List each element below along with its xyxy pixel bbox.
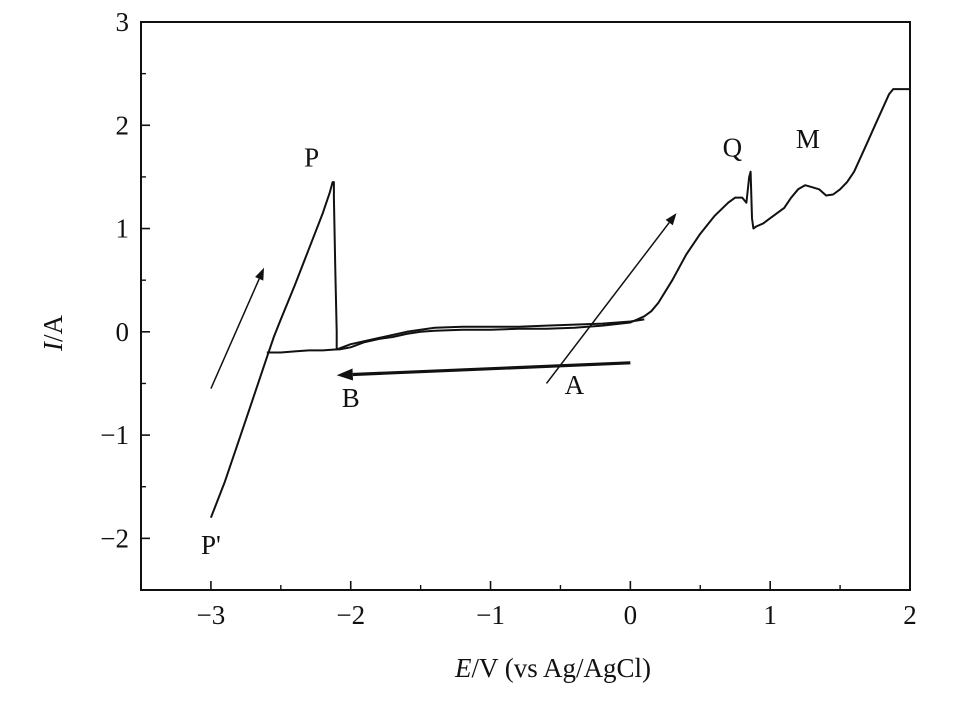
annotation-label: M (796, 124, 820, 154)
y-tick-label: 0 (116, 317, 130, 347)
annotation-label: P' (201, 530, 221, 560)
plot-frame (140, 21, 911, 591)
annotation-label: Q (723, 132, 743, 162)
y-axis-ticks: −2 −1 0 1 2 3 (100, 7, 150, 591)
x-axis-title-italic: E (454, 653, 472, 683)
x-tick-label: −2 (336, 600, 365, 630)
y-tick-label: 3 (116, 7, 130, 37)
y-axis-title-italic: I (38, 340, 68, 352)
x-tick-label: 1 (763, 600, 777, 630)
x-axis-title: E/V (vs Ag/AgCl) (454, 653, 651, 683)
series-line-2 (266, 318, 645, 354)
arrow-shaft-2 (545, 222, 670, 384)
x-tick-label: −1 (476, 600, 505, 630)
y-tick-label: 2 (116, 110, 130, 140)
arrow-head-1 (255, 267, 264, 281)
x-tick-label: 0 (624, 600, 638, 630)
annotation-label: P (304, 143, 319, 173)
y-tick-label: −2 (100, 523, 129, 553)
data-series (209, 88, 910, 519)
x-tick-label: −3 (197, 600, 226, 630)
arrow-shaft-3 (352, 361, 631, 377)
arrow-head-3 (336, 368, 353, 381)
x-tick-label: 2 (903, 600, 917, 630)
series-line-1 (209, 88, 910, 519)
annotation-arrows (210, 213, 677, 389)
y-tick-label: 1 (116, 214, 130, 244)
y-tick-label: −1 (100, 420, 129, 450)
arrow-head-2 (665, 213, 677, 226)
x-axis-ticks: −3 −2 −1 0 1 2 (140, 581, 917, 630)
y-axis-title: I/A (38, 314, 68, 352)
annotation-label: A (565, 370, 585, 400)
y-axis-title-rest: /A (38, 314, 68, 342)
x-axis-title-rest: /V (vs Ag/AgCl) (471, 653, 651, 683)
annotation-labels: P P' B A Q M (201, 124, 820, 560)
plot-border (140, 21, 911, 591)
arrow-shaft-1 (210, 278, 260, 389)
annotation-label: B (342, 383, 360, 413)
